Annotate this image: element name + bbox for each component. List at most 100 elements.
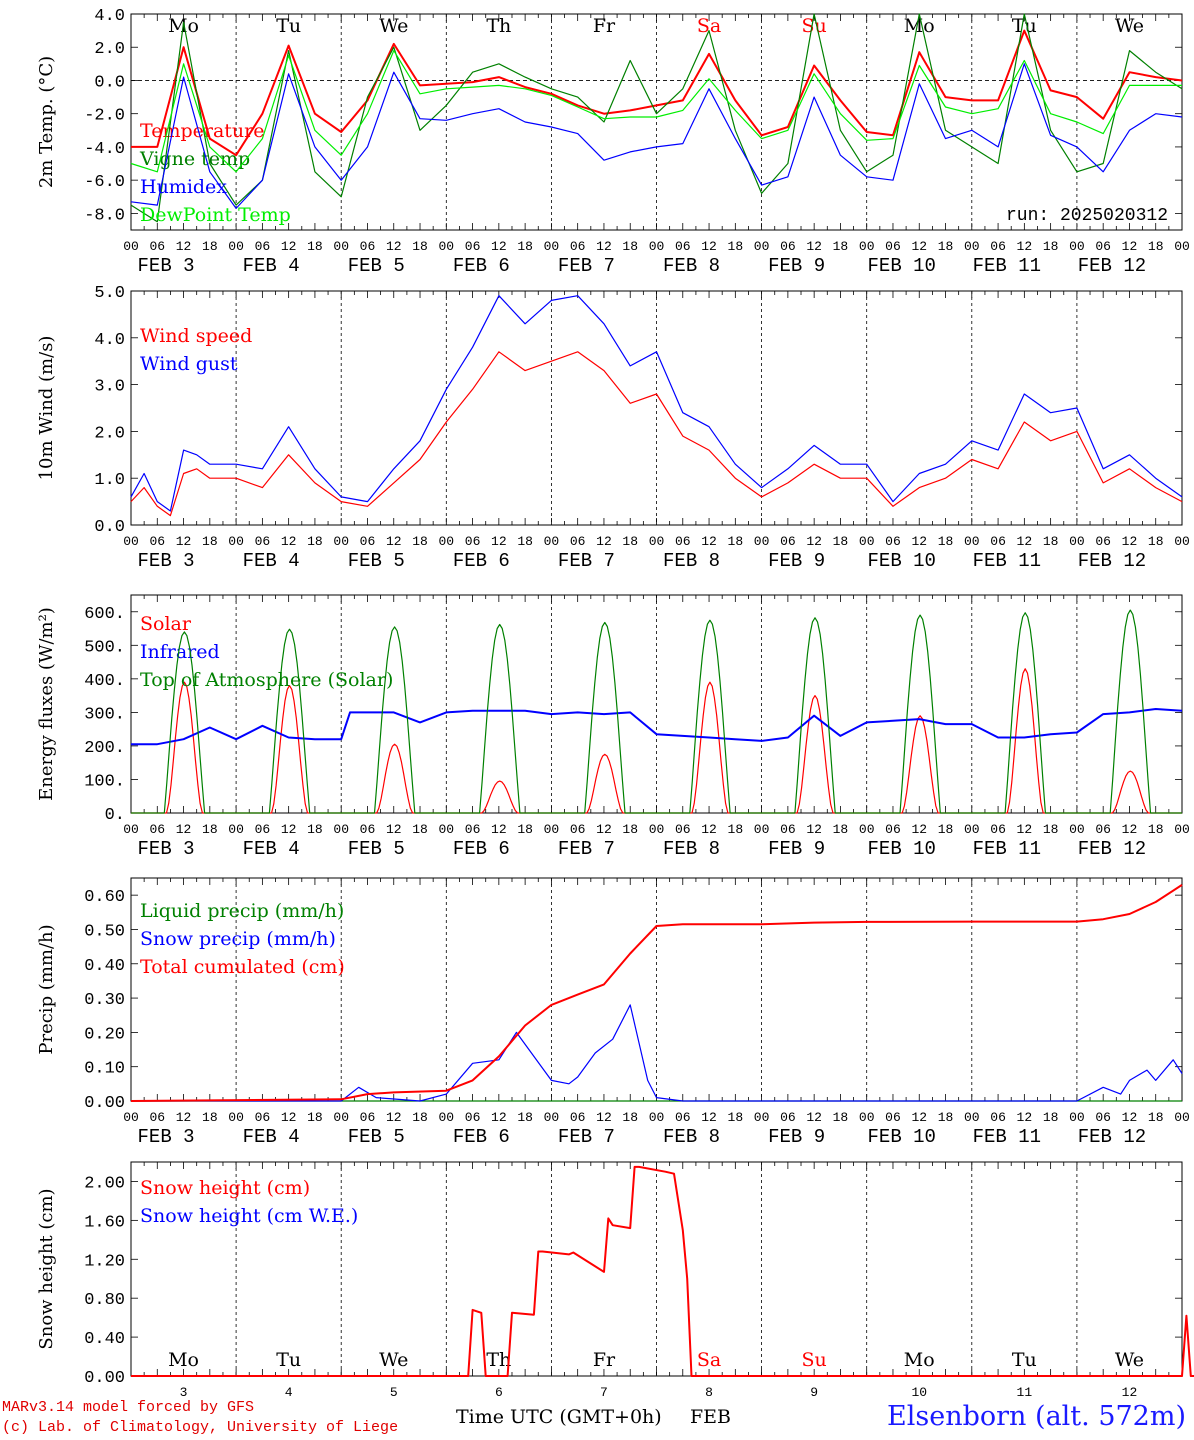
legend-entry: Wind gust bbox=[140, 353, 238, 375]
y-tick-label: 300. bbox=[84, 705, 125, 724]
date-label: FEB 5 bbox=[348, 838, 405, 860]
hour-label: 18 bbox=[728, 239, 744, 254]
legend-entry: Infrared bbox=[140, 641, 220, 663]
date-label: FEB 11 bbox=[973, 1126, 1041, 1148]
hour-label: 00 bbox=[649, 534, 665, 549]
date-label: FEB 10 bbox=[868, 838, 936, 860]
date-label: FEB 10 bbox=[868, 550, 936, 572]
hour-label: 06 bbox=[465, 534, 481, 549]
y-tick-label: 4.0 bbox=[94, 7, 125, 26]
hour-label: 00 bbox=[754, 534, 770, 549]
y-tick-label: -2.0 bbox=[84, 107, 125, 126]
series-line-snow-precip-mm-h bbox=[131, 1004, 1183, 1102]
hour-label: 00 bbox=[1069, 1110, 1085, 1125]
date-label: FEB 5 bbox=[348, 255, 405, 277]
date-label: FEB 6 bbox=[453, 838, 510, 860]
y-tick-label: 0.0 bbox=[94, 518, 125, 537]
hour-label: 00 bbox=[754, 822, 770, 837]
hour-label: 00 bbox=[754, 239, 770, 254]
hour-label: 00 bbox=[228, 534, 244, 549]
hour-label: 06 bbox=[570, 822, 586, 837]
date-label: FEB 12 bbox=[1078, 550, 1146, 572]
hour-label: 12 bbox=[491, 822, 507, 837]
hour-label: 06 bbox=[675, 534, 691, 549]
hour-label: 18 bbox=[622, 822, 638, 837]
weekday-label: Th bbox=[486, 1349, 511, 1371]
hour-label: 06 bbox=[465, 1110, 481, 1125]
date-label: FEB 4 bbox=[243, 838, 300, 860]
series-line-dewpoint-temp bbox=[130, 50, 1182, 173]
hour-label: 12 bbox=[806, 239, 822, 254]
hour-label: 06 bbox=[1095, 239, 1111, 254]
y-tick-label: -4.0 bbox=[84, 140, 125, 159]
hour-label: 06 bbox=[885, 534, 901, 549]
hour-label: 12 bbox=[1122, 1110, 1138, 1125]
date-label: FEB 12 bbox=[1078, 838, 1146, 860]
date-label: FEB 7 bbox=[558, 550, 615, 572]
hour-label: 00 bbox=[438, 239, 454, 254]
hour-label: 18 bbox=[517, 822, 533, 837]
hour-label: 06 bbox=[1095, 534, 1111, 549]
y-axis-label: Energy fluxes (W/m²) bbox=[36, 607, 57, 801]
series-line-infrared bbox=[131, 708, 1183, 746]
hour-label: 00 bbox=[1069, 534, 1085, 549]
hour-label: 12 bbox=[1017, 534, 1033, 549]
hour-label: 18 bbox=[833, 534, 849, 549]
weekday-label: Mo bbox=[904, 1349, 935, 1371]
y-tick-label: 200. bbox=[84, 739, 125, 758]
chart-panel-1: 00 06 12 18 00 06 12 18 00 06 12 18 00 06 12 18 00 06 12 18… bbox=[36, 7, 1190, 277]
hour-label: 06 bbox=[780, 822, 796, 837]
chart-panel-4: 00 06 12 18 00 06 12 18 00 06 12 18 00 06 12 18 00 06 12 18… bbox=[36, 877, 1190, 1148]
weekday-label: Su bbox=[802, 1349, 827, 1371]
y-tick-label: 2.0 bbox=[94, 40, 125, 59]
y-tick-label: 5.0 bbox=[94, 284, 125, 303]
hour-label: 06 bbox=[255, 1110, 271, 1125]
hour-label: 00 bbox=[333, 1110, 349, 1125]
hour-label: 12 bbox=[176, 239, 192, 254]
date-label: FEB 3 bbox=[138, 838, 195, 860]
hour-label: 12 bbox=[386, 534, 402, 549]
hour-label: 00 bbox=[859, 1110, 875, 1125]
hour-label: 00 bbox=[964, 1110, 980, 1125]
day-number: 4 bbox=[285, 1385, 293, 1400]
hour-label: 06 bbox=[149, 822, 165, 837]
hour-label: 06 bbox=[990, 822, 1006, 837]
weekday-label: Tu bbox=[1012, 1349, 1037, 1371]
hour-label: 06 bbox=[255, 822, 271, 837]
hour-label: 12 bbox=[386, 239, 402, 254]
weekday-label: Sa bbox=[697, 15, 721, 37]
hour-label: 06 bbox=[465, 822, 481, 837]
chart-panel-3: 00 06 12 18 00 06 12 18 00 06 12 18 00 06 12 18 00 06 12 18… bbox=[36, 594, 1190, 860]
hour-label: 00 bbox=[438, 1110, 454, 1125]
hour-label: 12 bbox=[1017, 1110, 1033, 1125]
hour-label: 12 bbox=[596, 239, 612, 254]
y-tick-label: 0.40 bbox=[84, 1330, 125, 1349]
hour-label: 18 bbox=[1148, 239, 1164, 254]
hour-label: 00 bbox=[964, 822, 980, 837]
hour-label: 12 bbox=[1122, 239, 1138, 254]
hour-label: 12 bbox=[911, 239, 927, 254]
hour-label: 06 bbox=[570, 534, 586, 549]
date-label: FEB 3 bbox=[138, 255, 195, 277]
date-label: FEB 8 bbox=[663, 1126, 720, 1148]
date-label: FEB 6 bbox=[453, 550, 510, 572]
y-tick-label: 3.0 bbox=[94, 378, 125, 397]
date-label: FEB 8 bbox=[663, 838, 720, 860]
hour-label: 00 bbox=[649, 239, 665, 254]
series-line-temperature bbox=[131, 29, 1183, 157]
date-label: FEB 7 bbox=[558, 1126, 615, 1148]
y-tick-label: 1.0 bbox=[94, 471, 125, 490]
hour-label: 18 bbox=[202, 534, 218, 549]
day-number: 8 bbox=[705, 1385, 713, 1400]
hour-label: 00 bbox=[123, 1110, 139, 1125]
hour-label: 00 bbox=[123, 534, 139, 549]
weekday-label: Tu bbox=[276, 1349, 301, 1371]
day-number: 5 bbox=[390, 1385, 398, 1400]
hour-label: 00 bbox=[1069, 822, 1085, 837]
weekday-label: Mo bbox=[168, 1349, 199, 1371]
hour-label: 18 bbox=[622, 1110, 638, 1125]
date-label: FEB 5 bbox=[348, 550, 405, 572]
hour-label: 18 bbox=[202, 1110, 218, 1125]
hour-label: 12 bbox=[386, 1110, 402, 1125]
date-label: FEB 12 bbox=[1078, 1126, 1146, 1148]
